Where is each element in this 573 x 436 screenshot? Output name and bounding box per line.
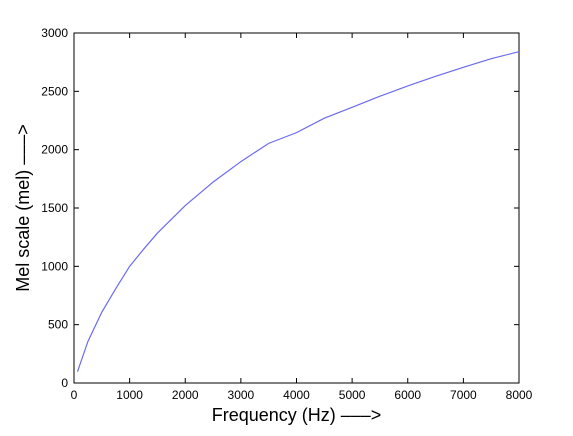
x-tick-label: 4000 bbox=[283, 388, 310, 402]
y-axis-ticks: 0 500 1000 1500 2000 2500 3000 bbox=[41, 26, 519, 390]
x-tick-label: 8000 bbox=[506, 388, 533, 402]
y-tick-label: 500 bbox=[48, 318, 68, 332]
y-tick-label: 1500 bbox=[41, 201, 68, 215]
x-tick-label: 7000 bbox=[450, 388, 477, 402]
x-axis-ticks: 0 1000 2000 3000 4000 5000 6000 7000 8000 bbox=[71, 33, 533, 402]
plot-area bbox=[73, 32, 520, 384]
y-tick-label: 2500 bbox=[41, 84, 68, 98]
x-tick-label: 3000 bbox=[228, 388, 255, 402]
x-tick-label: 0 bbox=[71, 388, 78, 402]
y-tick-label: 3000 bbox=[41, 26, 68, 40]
y-tick-label: 2000 bbox=[41, 143, 68, 157]
x-tick-label: 5000 bbox=[339, 388, 366, 402]
x-tick-label: 1000 bbox=[116, 388, 143, 402]
x-tick-label: 6000 bbox=[394, 388, 421, 402]
mel-curve-line bbox=[76, 51, 520, 372]
y-axis-label: Mel scale (mel) –––> bbox=[13, 124, 33, 292]
x-tick-label: 2000 bbox=[172, 388, 199, 402]
x-axis-label: Frequency (Hz) –––> bbox=[212, 405, 382, 425]
y-tick-label: 0 bbox=[61, 376, 68, 390]
y-tick-label: 1000 bbox=[41, 259, 68, 273]
